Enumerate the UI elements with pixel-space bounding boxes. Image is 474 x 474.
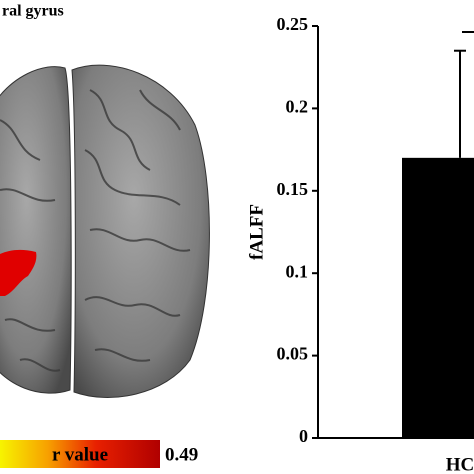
brain-image <box>0 64 210 398</box>
y-axis-label: fALFF <box>246 204 267 260</box>
bar <box>402 157 474 438</box>
y-tick-label: 0.05 <box>277 344 309 364</box>
colorbar-max: 0.49 <box>165 444 198 465</box>
y-tick-label: 0.1 <box>286 261 309 281</box>
panel-title: ral gyrus <box>2 3 64 20</box>
y-tick-label: 0.2 <box>286 97 309 117</box>
y-tick-label: 0.25 <box>277 14 309 34</box>
x-tick-label: HC <box>446 454 474 474</box>
colorbar-label: r value <box>52 444 108 465</box>
y-tick-label: 0 <box>299 426 308 446</box>
colorbar <box>0 440 160 468</box>
y-tick-label: 0.15 <box>277 179 309 199</box>
